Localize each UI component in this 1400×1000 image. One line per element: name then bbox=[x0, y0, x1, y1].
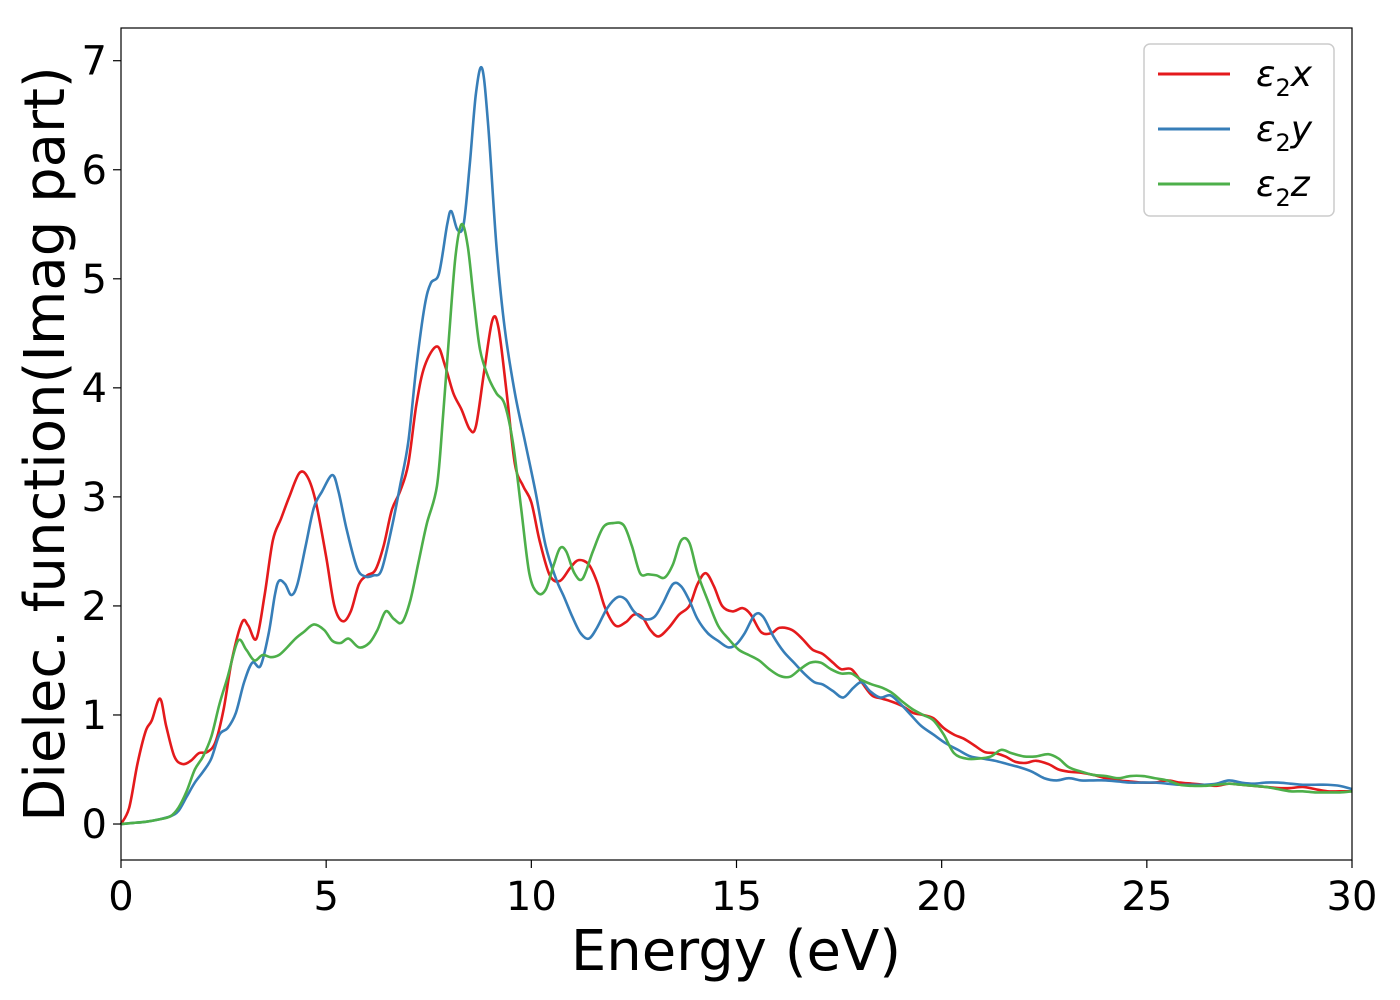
x-tick-label: 30 bbox=[1327, 874, 1378, 920]
x-axis-title: Energy (eV) bbox=[571, 919, 901, 984]
legend-label-y: ε2y bbox=[1256, 109, 1313, 157]
y-tick-label: 0 bbox=[82, 802, 107, 848]
x-tick-label: 10 bbox=[506, 874, 557, 920]
series-line-z bbox=[120, 222, 1353, 826]
y-tick-label: 7 bbox=[82, 39, 107, 85]
x-axis: 0 5 10 15 20 25 30 bbox=[108, 860, 1377, 920]
y-tick-label: 3 bbox=[82, 475, 107, 521]
x-tick-label: 20 bbox=[916, 874, 967, 920]
x-tick-label: 25 bbox=[1121, 874, 1172, 920]
y-tick-label: 6 bbox=[82, 148, 107, 194]
y-tick-label: 5 bbox=[82, 257, 107, 303]
legend-box bbox=[1143, 43, 1335, 217]
x-tick-label: 0 bbox=[108, 874, 133, 920]
x-tick-label: 15 bbox=[711, 874, 762, 920]
y-axis: 0 1 2 3 4 5 6 7 bbox=[82, 39, 121, 848]
legend-label-x: ε2x bbox=[1256, 54, 1313, 102]
y-tick-label: 1 bbox=[82, 693, 107, 739]
y-tick-label: 4 bbox=[82, 366, 107, 412]
series-layer bbox=[119, 65, 1353, 826]
series-line-y bbox=[120, 65, 1353, 826]
y-tick-label: 2 bbox=[82, 584, 107, 630]
y-axis-title: Dielec. function(Imag part) bbox=[13, 66, 78, 822]
legend: ε2x ε2y ε2z bbox=[1143, 43, 1335, 217]
legend-label-z: ε2z bbox=[1256, 164, 1311, 212]
x-tick-label: 5 bbox=[313, 874, 338, 920]
